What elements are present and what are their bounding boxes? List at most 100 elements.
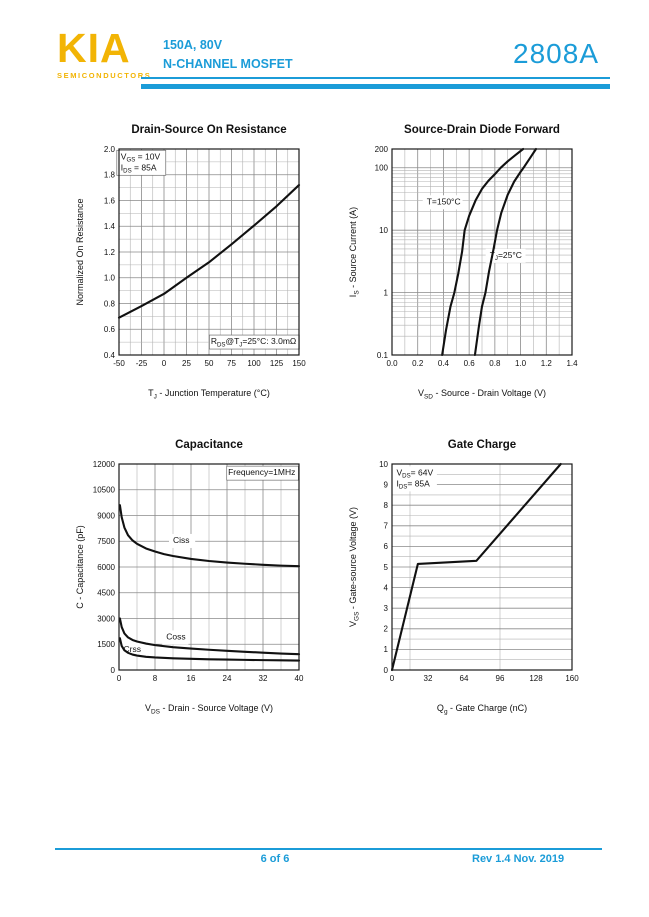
svg-text:1.2: 1.2 <box>104 248 116 257</box>
svg-text:0: 0 <box>390 674 395 683</box>
kia-logo: KIA SEMICONDUCTORS <box>57 26 151 80</box>
svg-text:1.4: 1.4 <box>566 359 578 368</box>
svg-text:100: 100 <box>375 164 389 173</box>
device-rating: 150A, 80V <box>163 38 223 52</box>
svg-text:5: 5 <box>384 563 389 572</box>
svg-text:50: 50 <box>205 359 214 368</box>
svg-text:40: 40 <box>295 674 304 683</box>
tick-labels: 0 32 64 96 128 160 0 1 2 3 4 5 6 7 8 9 10 <box>379 460 579 683</box>
gridlines <box>392 149 572 355</box>
gridlines <box>392 464 572 670</box>
plot-border <box>391 148 573 356</box>
svg-text:9: 9 <box>384 480 389 489</box>
chart-gate-charge: Gate Charge VDS= 64V IDS= 85A 0 32 64 96 128 16… <box>346 439 582 721</box>
svg-text:1: 1 <box>384 288 389 297</box>
svg-text:3: 3 <box>384 604 389 613</box>
svg-text:Coss: Coss <box>166 631 185 641</box>
tick-labels: 0 8 16 24 32 40 0 1500 3000 4500 6000 7500 9000 10500… <box>93 460 304 683</box>
svg-text:-50: -50 <box>113 359 125 368</box>
svg-text:24: 24 <box>223 674 232 683</box>
svg-text:0: 0 <box>384 666 389 675</box>
series <box>117 184 301 319</box>
chart-canvas-gate-charge: VDS= 64V IDS= 85A 0 32 64 96 128 160 0 1 2 3 4 5 6 7 8 9 1… <box>348 460 579 716</box>
logo-text: KIA <box>57 25 131 71</box>
svg-text:0.2: 0.2 <box>412 359 424 368</box>
svg-text:0: 0 <box>162 359 167 368</box>
svg-text:75: 75 <box>227 359 236 368</box>
svg-text:32: 32 <box>259 674 268 683</box>
logo-subtext: SEMICONDUCTORS <box>57 71 152 80</box>
chart-canvas-capacitance: Frequency=1MHz Ciss Coss Crss 0 8 16 24 32 40 0 150… <box>75 460 304 716</box>
svg-text:7: 7 <box>384 522 389 531</box>
series-Ciss <box>118 504 301 568</box>
svg-text:4: 4 <box>384 583 389 592</box>
page-indicator: 6 of 6 <box>260 853 290 865</box>
svg-text:VGS - Gate-source Voltage (V): VGS - Gate-source Voltage (V) <box>348 507 360 627</box>
svg-text:100: 100 <box>247 359 261 368</box>
svg-text:Qg - Gate Charge (nC): Qg - Gate Charge (nC) <box>437 703 527 715</box>
svg-text:IS - Source Current (A): IS - Source Current (A) <box>348 207 360 297</box>
plot-border <box>118 148 300 356</box>
chart-title: Capacitance <box>175 439 243 451</box>
svg-text:Crss: Crss <box>124 644 141 654</box>
revision-label: Rev 1.4 Nov. 2019 <box>472 853 565 865</box>
header-device-info: 150A, 80V N-CHANNEL MOSFET <box>163 36 293 74</box>
annotations: Frequency=1MHz Ciss Coss Crss <box>119 465 299 657</box>
svg-text:150: 150 <box>292 359 306 368</box>
series-T-25C <box>473 147 538 357</box>
device-type: N-CHANNEL MOSFET <box>163 57 293 71</box>
series-Crss <box>118 637 301 662</box>
svg-text:1.2: 1.2 <box>541 359 553 368</box>
series-Coss <box>118 617 301 656</box>
series <box>118 504 301 662</box>
svg-text:200: 200 <box>375 145 389 154</box>
svg-text:10500: 10500 <box>93 486 116 495</box>
svg-text:0.6: 0.6 <box>464 359 476 368</box>
svg-text:1.6: 1.6 <box>104 196 116 205</box>
svg-text:8: 8 <box>153 674 158 683</box>
svg-text:128: 128 <box>529 674 543 683</box>
svg-text:0.8: 0.8 <box>489 359 501 368</box>
svg-text:1: 1 <box>384 645 389 654</box>
svg-text:Frequency=1MHz: Frequency=1MHz <box>228 467 295 477</box>
series <box>441 147 538 357</box>
header-rule-thin <box>141 77 610 79</box>
svg-text:0.0: 0.0 <box>386 359 398 368</box>
svg-text:1.8: 1.8 <box>104 171 116 180</box>
chart-title: Gate Charge <box>447 439 517 451</box>
gridlines <box>119 464 299 670</box>
svg-text:10: 10 <box>379 226 388 235</box>
svg-text:125: 125 <box>270 359 284 368</box>
svg-text:7500: 7500 <box>97 537 115 546</box>
tick-labels: 0.0 0.2 0.4 0.6 0.8 1.0 1.2 1.4 0.1 1 10 100 200 <box>375 145 578 368</box>
series-T-150C <box>441 147 525 357</box>
svg-text:Ciss: Ciss <box>173 535 190 545</box>
series <box>390 462 562 672</box>
chart-drain-source-on-resistance: Drain-Source On Resistance VGS = 10V IDS … <box>73 124 309 406</box>
svg-text:96: 96 <box>496 674 505 683</box>
svg-text:0: 0 <box>117 674 122 683</box>
svg-text:12000: 12000 <box>93 460 116 469</box>
svg-text:160: 160 <box>565 674 579 683</box>
svg-text:Normalized On Resistance: Normalized On Resistance <box>75 198 85 305</box>
svg-text:6: 6 <box>384 542 389 551</box>
footer-rule <box>55 848 602 850</box>
svg-text:4500: 4500 <box>97 589 115 598</box>
svg-text:0.6: 0.6 <box>104 325 116 334</box>
chart-title: Drain-Source On Resistance <box>131 124 287 136</box>
series-gate-charge <box>390 462 562 672</box>
annotations: T=150°CTJ=25°C <box>422 195 526 263</box>
svg-text:32: 32 <box>424 674 433 683</box>
plot-border <box>118 463 300 671</box>
svg-text:8: 8 <box>384 501 389 510</box>
chart-source-drain-diode-forward: Source-Drain Diode Forward T=150°C TJ=25°… <box>346 124 582 406</box>
chart-canvas-diode-forward: T=150°CTJ=25°C0.0 0.2 0.4 0.6 0.8 1.0 1.2 1.40.… <box>348 145 578 400</box>
svg-text:0.1: 0.1 <box>377 351 389 360</box>
svg-text:2: 2 <box>384 625 389 634</box>
annotations: VDS= 64V IDS= 85A <box>392 466 437 492</box>
chart-title: Source-Drain Diode Forward <box>404 124 560 136</box>
